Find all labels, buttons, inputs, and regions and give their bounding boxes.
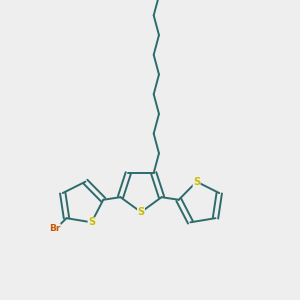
Text: S: S <box>88 217 95 227</box>
Text: Br: Br <box>49 224 60 233</box>
Text: S: S <box>193 177 200 187</box>
Text: S: S <box>137 207 145 217</box>
